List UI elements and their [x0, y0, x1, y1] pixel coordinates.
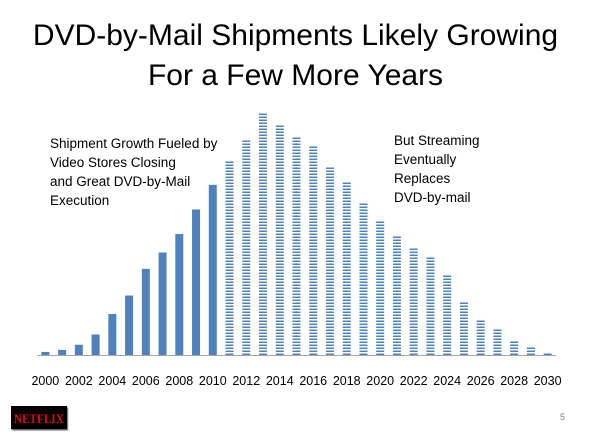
title-line-2: For a Few More Years	[147, 59, 444, 92]
bar-projected-2024	[443, 275, 452, 355]
x-tick-label-2006: 2006	[132, 374, 160, 388]
bar-projected-2028	[510, 341, 519, 355]
bar-projected-2019	[359, 203, 368, 355]
bar-group	[41, 113, 552, 356]
x-tick-label-2016: 2016	[299, 374, 327, 388]
annotation-growth-line-3: and Great DVD-by-Mail	[50, 174, 191, 189]
annotation-growth-line-1: Shipment Growth Fueled by	[50, 136, 218, 151]
bar-actual-2002	[74, 344, 83, 355]
x-tick-label-2014: 2014	[266, 374, 294, 388]
x-axis-ticks: 2000 2002 2004 2006 2008 2010 2012 2014 2016 2018…	[31, 374, 561, 388]
bar-actual-2010	[208, 184, 217, 355]
bar-projected-2011	[225, 161, 234, 355]
annotation-streaming-line-3: Replaces	[394, 171, 451, 186]
bar-projected-2022	[409, 248, 418, 355]
x-tick-label-2026: 2026	[467, 374, 495, 388]
bar-projected-2027	[493, 329, 502, 355]
x-tick-label-2030: 2030	[534, 374, 562, 388]
netflix-logo: NETFLIX	[11, 406, 67, 429]
x-tick-label-2024: 2024	[433, 374, 461, 388]
bar-projected-2025	[459, 302, 468, 355]
annotation-streaming-line-2: Eventually	[394, 152, 457, 167]
bar-projected-2020	[376, 221, 385, 355]
x-tick-label-2020: 2020	[366, 374, 394, 388]
bar-actual-2006	[141, 268, 150, 355]
annotation-growth: Shipment Growth Fueled by Video Stores C…	[50, 134, 217, 210]
x-tick-label-2018: 2018	[333, 374, 361, 388]
bar-projected-2021	[392, 236, 401, 355]
logo-background	[11, 406, 67, 429]
annotation-growth-line-4: Execution	[50, 193, 110, 208]
bar-actual-2004	[108, 314, 117, 355]
bar-actual-2008	[175, 234, 184, 355]
title-line-1: DVD-by-Mail Shipments Likely Growing	[32, 19, 559, 52]
bar-actual-2001	[58, 349, 67, 356]
annotation-streaming-line-1: But Streaming	[394, 133, 480, 148]
bar-projected-2015	[292, 137, 301, 355]
bar-projected-2030	[543, 353, 552, 355]
bar-projected-2018	[342, 182, 351, 355]
bar-actual-2005	[125, 295, 134, 355]
x-tick-label-2012: 2012	[232, 374, 260, 388]
page-number: 5	[560, 412, 566, 422]
bar-projected-2013	[259, 113, 268, 355]
bar-projected-2016	[309, 146, 318, 355]
bar-actual-2003	[91, 334, 100, 355]
x-tick-label-2002: 2002	[65, 374, 93, 388]
x-tick-label-2010: 2010	[199, 374, 227, 388]
annotation-growth-line-2: Video Stores Closing	[50, 155, 176, 170]
bar-projected-2023	[426, 257, 435, 355]
bar-actual-2007	[158, 252, 167, 355]
bar-projected-2017	[325, 167, 334, 355]
x-tick-label-2000: 2000	[31, 374, 59, 388]
page-title: DVD-by-Mail Shipments Likely Growing For…	[0, 16, 591, 96]
annotation-streaming: But Streaming Eventually Replaces DVD-by…	[394, 131, 480, 207]
bar-projected-2029	[526, 347, 535, 355]
bar-projected-2014	[275, 125, 284, 355]
bar-projected-2026	[476, 320, 485, 355]
bar-actual-2009	[192, 209, 201, 355]
x-tick-label-2008: 2008	[165, 374, 193, 388]
x-tick-label-2022: 2022	[400, 374, 428, 388]
logo-wordmark: NETFLIX	[14, 412, 64, 426]
bar-projected-2012	[242, 140, 251, 355]
annotation-streaming-line-4: DVD-by-mail	[394, 190, 471, 205]
x-tick-label-2028: 2028	[500, 374, 528, 388]
x-tick-label-2004: 2004	[98, 374, 126, 388]
bar-actual-2000	[41, 351, 50, 356]
